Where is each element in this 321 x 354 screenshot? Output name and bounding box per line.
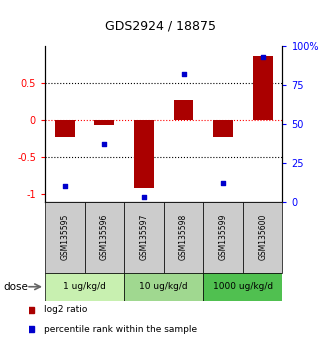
Bar — [84, 202, 124, 273]
Text: GSM135598: GSM135598 — [179, 214, 188, 260]
Point — [62, 183, 67, 189]
Point — [181, 71, 186, 77]
Text: GDS2924 / 18875: GDS2924 / 18875 — [105, 19, 216, 33]
Text: GSM135595: GSM135595 — [60, 214, 69, 261]
Bar — [124, 202, 164, 273]
Bar — [134, 120, 154, 188]
Bar — [55, 120, 75, 137]
Bar — [253, 56, 273, 120]
Bar — [174, 100, 193, 120]
Text: GSM135597: GSM135597 — [139, 214, 148, 261]
Text: percentile rank within the sample: percentile rank within the sample — [44, 325, 197, 334]
Text: dose: dose — [3, 282, 28, 292]
Point — [260, 54, 265, 60]
Text: GSM135599: GSM135599 — [219, 214, 228, 261]
Bar — [94, 120, 114, 125]
Text: GSM135596: GSM135596 — [100, 214, 109, 261]
Text: 1 ug/kg/d: 1 ug/kg/d — [63, 282, 106, 291]
Point — [102, 141, 107, 147]
Bar — [213, 120, 233, 137]
Text: log2 ratio: log2 ratio — [44, 305, 88, 314]
Bar — [164, 202, 203, 273]
Bar — [203, 273, 282, 301]
Text: GSM135600: GSM135600 — [258, 214, 267, 261]
Bar — [203, 202, 243, 273]
Bar — [124, 273, 203, 301]
Point — [221, 180, 226, 186]
Point — [141, 194, 146, 200]
Bar — [243, 202, 282, 273]
Bar — [45, 273, 124, 301]
Text: 10 ug/kg/d: 10 ug/kg/d — [139, 282, 188, 291]
Text: 1000 ug/kg/d: 1000 ug/kg/d — [213, 282, 273, 291]
Bar — [45, 202, 84, 273]
